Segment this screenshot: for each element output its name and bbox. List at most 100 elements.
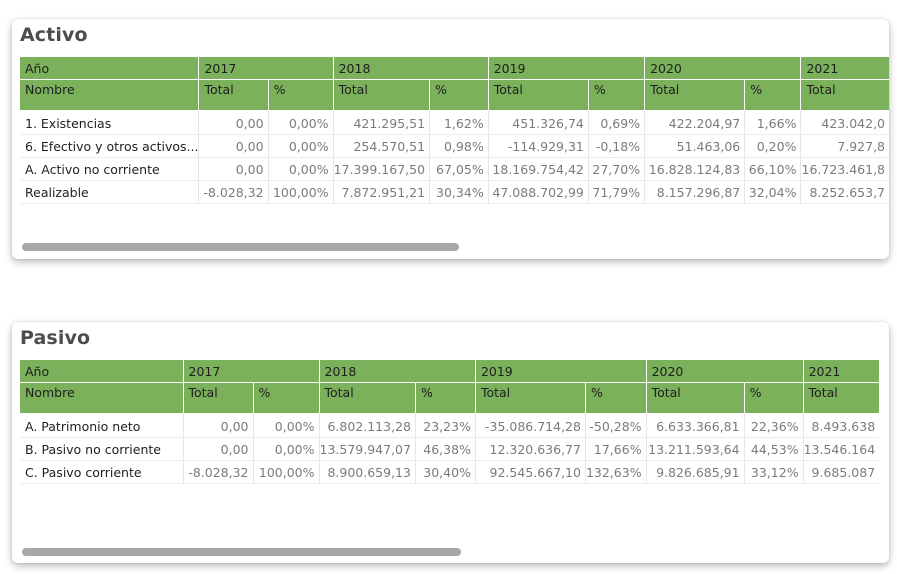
percent-cell: 46,38%: [414, 437, 476, 461]
table-row[interactable]: C. Pasivo corriente -8.028,32 100,00% 8.900…: [20, 460, 880, 484]
row-name: A. Activo no corriente: [20, 157, 199, 181]
percent-cell: 22,36%: [743, 413, 804, 438]
percent-cell: 27,70%: [587, 157, 645, 181]
percent-column-header[interactable]: %: [584, 382, 647, 413]
activo-title: Activo: [20, 24, 88, 46]
year-2018-header[interactable]: 2018: [318, 360, 476, 383]
percent-column-header[interactable]: %: [414, 382, 476, 413]
activo-horizontal-scrollbar[interactable]: [22, 243, 459, 251]
pasivo-year-header-row: Año 2017 2018 2019 2020 2021: [20, 360, 880, 383]
year-2019-header[interactable]: 2019: [487, 57, 645, 80]
percent-cell: 0,69%: [587, 110, 645, 135]
total-cell: 16.723.461,8: [800, 157, 889, 181]
total-cell: 13.211.593,64: [645, 437, 745, 461]
total-column-header[interactable]: Total: [487, 79, 589, 110]
total-cell: 0,00: [198, 157, 269, 181]
year-2017-header[interactable]: 2017: [182, 360, 319, 383]
percent-column-header[interactable]: %: [429, 79, 489, 110]
table-row[interactable]: B. Pasivo no corriente 0,00 0,00% 13.579.94…: [20, 437, 880, 461]
row-name: A. Patrimonio neto: [20, 413, 183, 438]
percent-cell: 132,63%: [584, 460, 647, 484]
row-name: 6. Efectivo y otros activos...: [20, 134, 199, 158]
percent-cell: 30,40%: [414, 460, 476, 484]
table-row[interactable]: 6. Efectivo y otros activos... 0,00 0,00% 2…: [20, 134, 889, 158]
year-header-label: Año: [20, 57, 199, 80]
percent-cell: 30,34%: [429, 180, 489, 204]
percent-cell: 0,00%: [252, 413, 319, 438]
year-2020-header[interactable]: 2020: [644, 57, 801, 80]
percent-cell: 67,05%: [429, 157, 489, 181]
percent-column-header[interactable]: %: [743, 382, 804, 413]
total-column-header[interactable]: Total: [474, 382, 586, 413]
total-cell: 6.633.366,81: [645, 413, 745, 438]
percent-column-header[interactable]: %: [267, 79, 334, 110]
percent-cell: 32,04%: [744, 180, 801, 204]
total-cell: 16.828.124,83: [644, 157, 745, 181]
total-cell: 7.872.951,21: [332, 180, 430, 204]
table-row[interactable]: Realizable -8.028,32 100,00% 7.872.951,21 30…: [20, 180, 889, 204]
total-cell: 92.545.667,10: [474, 460, 586, 484]
total-cell: 0,00: [182, 413, 253, 438]
percent-cell: 44,53%: [743, 437, 804, 461]
pasivo-matrix-table: Año 2017 2018 2019 2020 2021 Nombre Tota…: [20, 360, 880, 484]
table-row[interactable]: A. Patrimonio neto 0,00 0,00% 6.802.113,28 2…: [20, 413, 880, 438]
total-column-header[interactable]: Total: [802, 382, 880, 413]
total-column-header[interactable]: Total: [318, 382, 416, 413]
total-cell: 0,00: [182, 437, 253, 461]
total-cell: 51.463,06: [644, 134, 745, 158]
total-column-header[interactable]: Total: [644, 79, 745, 110]
percent-cell: 100,00%: [252, 460, 319, 484]
year-2021-header[interactable]: 2021: [802, 360, 880, 383]
percent-cell: 1,66%: [744, 110, 801, 135]
total-cell: 421.295,51: [332, 110, 430, 135]
activo-column-header-row: Nombre Total % Total % Total % Total % T…: [20, 79, 889, 110]
percent-cell: 100,00%: [267, 180, 334, 204]
total-cell: 13.546.164: [802, 437, 880, 461]
percent-cell: -0,18%: [587, 134, 645, 158]
activo-table-viewport: Año 2017 2018 2019 2020 2021 Nombre Tota…: [20, 57, 889, 204]
total-column-header[interactable]: Total: [332, 79, 430, 110]
row-name: Realizable: [20, 180, 199, 204]
total-cell: 8.157.296,87: [644, 180, 745, 204]
percent-column-header[interactable]: %: [587, 79, 645, 110]
total-column-header[interactable]: Total: [182, 382, 253, 413]
pasivo-column-header-row: Nombre Total % Total % Total % Total % T…: [20, 382, 880, 413]
name-column-header[interactable]: Nombre: [20, 79, 199, 110]
pasivo-table-body: A. Patrimonio neto 0,00 0,00% 6.802.113,28 2…: [20, 413, 880, 484]
year-2019-header[interactable]: 2019: [474, 360, 647, 383]
total-column-header[interactable]: Total: [645, 382, 745, 413]
percent-cell: 0,00%: [252, 437, 319, 461]
year-2017-header[interactable]: 2017: [198, 57, 334, 80]
table-row[interactable]: A. Activo no corriente 0,00 0,00% 17.399.16…: [20, 157, 889, 181]
total-cell: 422.204,97: [644, 110, 745, 135]
total-cell: 254.570,51: [332, 134, 430, 158]
total-cell: 0,00: [198, 110, 269, 135]
percent-cell: 66,10%: [744, 157, 801, 181]
total-cell: 9.826.685,91: [645, 460, 745, 484]
total-cell: -8.028,32: [198, 180, 269, 204]
total-cell: 47.088.702,99: [487, 180, 589, 204]
percent-cell: -50,28%: [584, 413, 647, 438]
total-column-header[interactable]: Total: [800, 79, 889, 110]
total-column-header[interactable]: Total: [198, 79, 269, 110]
percent-cell: 0,00%: [267, 134, 334, 158]
row-name: B. Pasivo no corriente: [20, 437, 183, 461]
total-cell: -35.086.714,28: [474, 413, 586, 438]
year-2018-header[interactable]: 2018: [332, 57, 489, 80]
total-cell: 9.685.087: [802, 460, 880, 484]
name-column-header[interactable]: Nombre: [20, 382, 183, 413]
percent-cell: 1,62%: [429, 110, 489, 135]
percent-cell: 0,00%: [267, 157, 334, 181]
total-cell: 8.252.653,7: [800, 180, 889, 204]
percent-column-header[interactable]: %: [252, 382, 319, 413]
pasivo-horizontal-scrollbar[interactable]: [22, 548, 461, 556]
percent-cell: 23,23%: [414, 413, 476, 438]
percent-cell: 0,20%: [744, 134, 801, 158]
year-2020-header[interactable]: 2020: [645, 360, 804, 383]
percent-column-header[interactable]: %: [744, 79, 801, 110]
table-row[interactable]: 1. Existencias 0,00 0,00% 421.295,51 1,62% 45…: [20, 110, 889, 135]
percent-cell: 0,00%: [267, 110, 334, 135]
percent-cell: 71,79%: [587, 180, 645, 204]
year-2021-header[interactable]: 2021: [800, 57, 889, 80]
total-cell: 17.399.167,50: [332, 157, 430, 181]
